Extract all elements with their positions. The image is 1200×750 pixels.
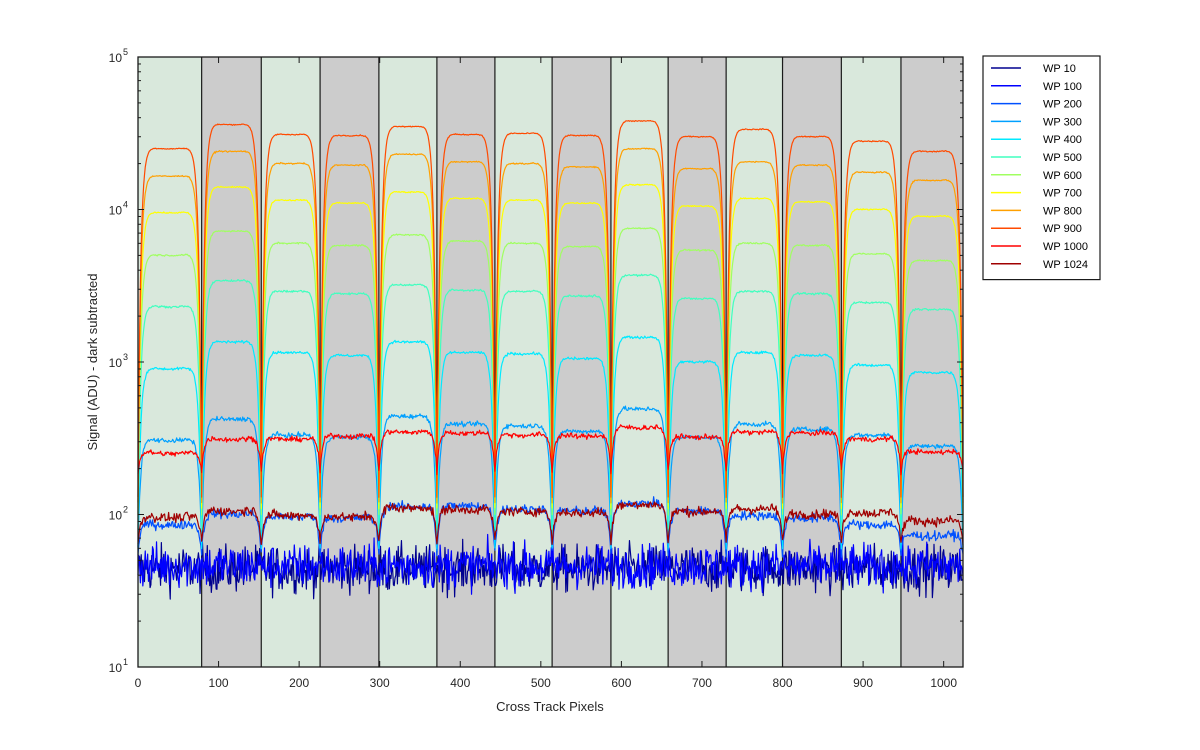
x-tick-label: 0 (135, 676, 142, 690)
series-line-wp-1000 (137, 424, 964, 476)
y-tick-exponent: 5 (123, 47, 128, 57)
x-tick-label: 200 (289, 676, 309, 690)
y-tick-label: 10 (109, 204, 123, 218)
y-tick-label: 10 (109, 356, 123, 370)
x-tick-label: 800 (773, 676, 793, 690)
legend-label-wp-300: WP 300 (1043, 116, 1082, 128)
legend-label-wp-1024: WP 1024 (1043, 259, 1088, 271)
y-tick-label: 10 (109, 51, 123, 65)
series-line-wp-100 (137, 533, 964, 595)
x-tick-label: 100 (209, 676, 229, 690)
y-axis-label: Signal (ADU) - dark subtracted (85, 273, 100, 450)
legend-label-wp-100: WP 100 (1043, 81, 1082, 93)
legend-label-wp-700: WP 700 (1043, 188, 1082, 200)
x-tick-label: 1000 (930, 676, 957, 690)
series-line-wp-300 (137, 405, 964, 551)
legend-label-wp-1000: WP 1000 (1043, 241, 1088, 253)
legend-label-wp-600: WP 600 (1043, 170, 1082, 182)
x-tick-label: 600 (611, 676, 631, 690)
legend-label-wp-200: WP 200 (1043, 99, 1082, 111)
series-line-wp-1024 (137, 501, 964, 546)
y-tick-exponent: 3 (123, 352, 128, 362)
legend: WP 10 WP 100 WP 200 WP 300 WP 400 WP 500 WP 60… (982, 55, 1101, 281)
x-tick-label: 700 (692, 676, 712, 690)
series-line-wp-900 (137, 119, 964, 499)
x-axis-label: Cross Track Pixels (496, 699, 604, 714)
y-tick-label: 10 (109, 661, 123, 675)
legend-label-wp-10: WP 10 (1043, 63, 1076, 75)
x-tick-label: 400 (450, 676, 470, 690)
series-lines (137, 119, 964, 600)
y-tick-exponent: 2 (123, 505, 128, 515)
legend-label-wp-400: WP 400 (1043, 134, 1082, 146)
y-tick-exponent: 1 (123, 657, 128, 667)
legend-label-wp-800: WP 800 (1043, 205, 1082, 217)
legend-label-wp-500: WP 500 (1043, 152, 1082, 164)
x-tick-label: 500 (531, 676, 551, 690)
x-tick-label: 300 (370, 676, 390, 690)
legend-box (982, 55, 1101, 281)
legend-label-wp-900: WP 900 (1043, 223, 1082, 235)
x-tick-label: 900 (853, 676, 873, 690)
y-tick-exponent: 4 (123, 200, 128, 210)
y-tick-label: 10 (109, 509, 123, 523)
